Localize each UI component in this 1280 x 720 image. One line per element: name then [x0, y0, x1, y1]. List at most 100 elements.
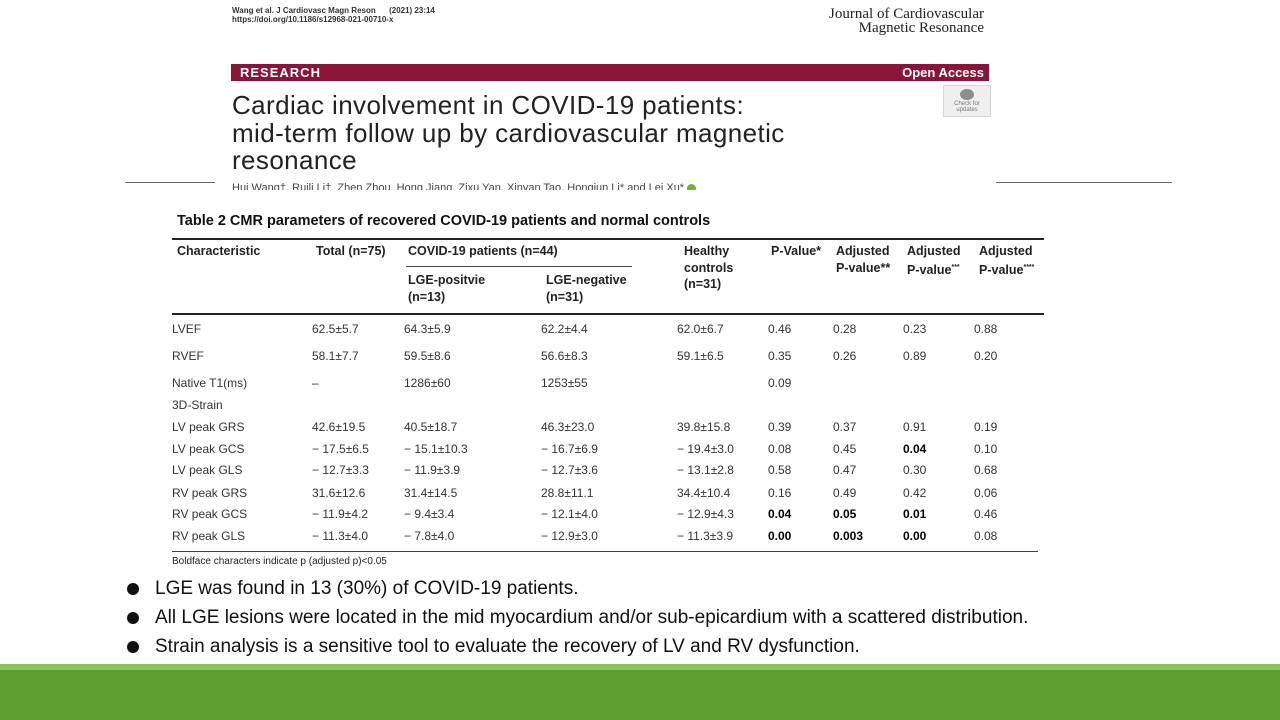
adjusted-2-sup: ***: [951, 263, 960, 271]
row-label: Native T1(ms): [172, 376, 248, 390]
adjusted-3-sup: ****: [1023, 263, 1035, 271]
table-cell: − 11.9±3.9: [404, 463, 461, 477]
table-footnote: Boldface characters indicate p (adjusted…: [172, 556, 387, 567]
table-bottom-rule: [172, 551, 1038, 552]
healthy-label-3: (n=31): [684, 277, 722, 291]
adjusted-2-pvalue-text: P-value: [907, 262, 952, 277]
summary-bullets: LGE was found in 13 (30%) of COVID-19 pa…: [127, 574, 1028, 661]
bullet-dot-icon: [127, 612, 139, 624]
lge-negative-label: LGE-negative: [546, 273, 627, 287]
table-cell: –: [312, 376, 319, 390]
bullet-text: Strain analysis is a sensitive tool to e…: [155, 636, 860, 657]
bullet-item: Strain analysis is a sensitive tool to e…: [127, 632, 1028, 661]
journal-name: Journal of Cardiovascular Magnetic Reson…: [829, 6, 984, 36]
table-cell: 31.6±12.6: [312, 486, 366, 500]
bullet-text: All LGE lesions were located in the mid …: [155, 607, 1029, 628]
table-cell: 0.42: [903, 486, 927, 500]
table-cell: 0.68: [974, 463, 998, 477]
table-cell: 0.91: [903, 420, 927, 434]
table-cell: 0.09: [768, 376, 792, 390]
col-header-lge-negative: LGE-negative (n=31): [546, 272, 627, 305]
row-label: RV peak GRS: [172, 486, 248, 500]
table-cell: 0.19: [974, 420, 998, 434]
table-cell: 0.89: [903, 349, 927, 363]
journal-name-line-1: Journal of Cardiovascular: [829, 6, 984, 22]
table-cell: 0.37: [833, 420, 857, 434]
row-label: LV peak GLS: [172, 463, 243, 477]
citation: Wang et al. J Cardiovasc Magn Reson (202…: [232, 6, 435, 24]
table-cell: − 7.8±4.0: [404, 529, 455, 543]
table-cell: 0.39: [768, 420, 792, 434]
table-cell: 0.88: [974, 322, 998, 336]
table-cell: − 15.1±10.3: [404, 442, 468, 456]
col-header-pvalue: P-Value*: [771, 244, 822, 258]
table-cell: 40.5±18.7: [404, 420, 458, 434]
table-cell: 1253±55: [541, 376, 588, 390]
adjusted-1-pvalue: P-value**: [836, 260, 891, 275]
col-header-characteristic: Characteristic: [177, 244, 261, 258]
table-cell: 62.0±6.7: [677, 322, 724, 336]
bullet-dot-icon: [127, 641, 139, 653]
banner-open-access-label: Open Access: [902, 65, 984, 80]
table-cell: 0.06: [974, 486, 998, 500]
table-cell: 0.28: [833, 322, 857, 336]
row-label: RV peak GCS: [172, 507, 248, 521]
footer-accent-strip: [0, 664, 1280, 670]
bullet-dot-icon: [127, 583, 139, 595]
table-cell: − 12.7±3.3: [312, 463, 369, 477]
table-cell: 0.46: [768, 322, 792, 336]
table-cell: 58.1±7.7: [312, 349, 359, 363]
adjusted-1-label: Adjusted: [836, 244, 890, 258]
col-header-lge-positive: LGE-positvie (n=13): [408, 272, 485, 305]
crossmark-icon: [960, 89, 974, 100]
author-list: Hui Wang†, Ruili Li†, Zhen Zhou, Hong Ji…: [232, 182, 912, 190]
paper-title-line-2: mid-term follow up by cardiovascular mag…: [232, 117, 785, 148]
table-header-rule: [172, 313, 1044, 315]
check-for-updates-label: Check for updates: [954, 101, 980, 113]
row-label: RV peak GLS: [172, 529, 246, 543]
row-label: LVEF: [172, 322, 202, 336]
table-cell: 0.35: [768, 349, 792, 363]
lge-negative-n: (n=31): [546, 289, 584, 304]
col-header-healthy: Healthy controls (n=31): [684, 243, 733, 293]
table-cell: 0.30: [903, 463, 927, 477]
paper-title: Cardiac involvement in COVID-19 patients…: [232, 90, 952, 175]
table-cell: 0.20: [974, 349, 998, 363]
healthy-label-1: Healthy: [684, 244, 730, 258]
table-cell: 0.16: [768, 486, 792, 500]
table-cell: − 11.3±3.9: [677, 529, 734, 543]
table-cell: 28.8±11.1: [541, 486, 594, 500]
citation-doi: https://doi.org/10.1186/s12968-021-00710…: [232, 15, 394, 24]
table-cell: 0.003: [833, 529, 864, 543]
table-top-rule: [172, 238, 1044, 240]
row-label: 3D-Strain: [172, 398, 223, 412]
healthy-label-2: controls: [684, 260, 734, 275]
table-cell: 59.1±6.5: [677, 349, 724, 363]
table-cell: 0.45: [833, 442, 857, 456]
col-header-adjusted-2: Adjusted P-value***: [907, 243, 960, 278]
table-cell: 62.2±4.4: [541, 322, 588, 336]
paper-title-line-1: Cardiac involvement in COVID-19 patients…: [232, 90, 745, 120]
col-header-adjusted-3: Adjusted P-value****: [979, 243, 1034, 278]
table-cell: 64.3±5.9: [404, 322, 451, 336]
covid-group-rule: [406, 266, 632, 267]
row-label: LV peak GRS: [172, 420, 245, 434]
table-cell: − 17.5±6.5: [312, 442, 369, 456]
adjusted-3-label: Adjusted: [979, 244, 1033, 258]
row-label: LV peak GCS: [172, 442, 245, 456]
divider-left: [125, 182, 215, 183]
table-cell: 0.58: [768, 463, 792, 477]
table-cell: − 11.3±4.0: [312, 529, 369, 543]
lge-positive-n: (n=13): [408, 289, 446, 304]
table-cell: − 11.9±4.2: [312, 507, 369, 521]
orcid-icon: [687, 183, 697, 190]
adjusted-3-pvalue: P-value****: [979, 260, 1034, 279]
table-cell: 0.08: [768, 442, 792, 456]
table-cell: 42.6±19.5: [312, 420, 366, 434]
citation-line-1: Wang et al. J Cardiovasc Magn Reson (202…: [232, 6, 435, 15]
table-cell: 0.01: [903, 507, 927, 521]
divider-right: [996, 182, 1172, 183]
col-header-total: Total (n=75): [316, 244, 386, 258]
table-cell: 0.26: [833, 349, 857, 363]
banner-research-label: RESEARCH: [240, 65, 321, 80]
